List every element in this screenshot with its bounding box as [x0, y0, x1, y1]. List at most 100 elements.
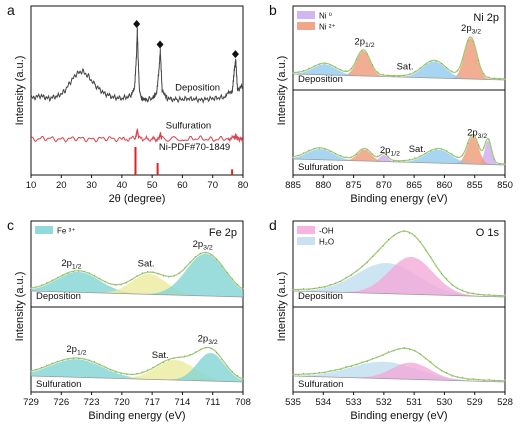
- raw-data-point: [178, 356, 180, 358]
- raw-data-point: [356, 153, 358, 155]
- raw-data-point: [115, 371, 117, 373]
- raw-data-point: [99, 363, 101, 365]
- raw-data-point: [88, 272, 90, 274]
- raw-data-point: [173, 357, 175, 360]
- raw-data-point: [382, 73, 384, 75]
- raw-data-point: [387, 238, 389, 240]
- raw-data-point: [424, 249, 427, 251]
- x-tick-label: 528: [497, 397, 513, 408]
- raw-data-point: [477, 293, 480, 295]
- raw-data-point: [499, 163, 501, 165]
- x-tick-label: 50: [147, 180, 158, 191]
- plot-frame-a: [30, 5, 244, 176]
- raw-data-point: [35, 286, 37, 288]
- raw-data-point: [125, 373, 127, 376]
- series-label-deposition: Deposition: [175, 82, 220, 93]
- raw-data-point: [157, 364, 159, 366]
- x-tick-label: 875: [346, 180, 362, 191]
- x-tick-label: 880: [315, 180, 331, 191]
- raw-data-point: [162, 275, 165, 277]
- raw-data-point: [120, 373, 122, 375]
- raw-data-point: [488, 378, 490, 380]
- raw-data-point: [56, 360, 59, 362]
- raw-data-point: [152, 271, 154, 273]
- y-axis-label: Intensity (a.u.): [276, 272, 288, 342]
- raw-data-point: [184, 267, 186, 269]
- raw-data-point: [78, 358, 80, 360]
- subpanel-sulfuration: 2p1/2 2p3/2 Sat. Sulfuration: [30, 334, 244, 390]
- x-tick-label: 60: [177, 180, 188, 191]
- raw-data-point: [382, 245, 384, 247]
- raw-data-point: [446, 278, 448, 280]
- raw-data-point: [51, 362, 53, 364]
- raw-data-point: [35, 369, 37, 371]
- raw-data-point: [477, 144, 480, 146]
- background-line: [292, 73, 506, 81]
- component-peak: [293, 362, 505, 382]
- raw-data-point: [297, 71, 299, 73]
- raw-data-point: [329, 284, 331, 286]
- raw-data-point: [104, 280, 106, 283]
- raw-data-point: [226, 365, 228, 367]
- raw-data-point: [313, 65, 315, 67]
- raw-data-point: [424, 358, 427, 360]
- subpanel-sulfuration: 2p1/2 2p3/2 Sat. Sulfuration: [292, 128, 506, 173]
- raw-data-point: [308, 289, 310, 291]
- component-peak: [293, 256, 505, 297]
- x-tick-label: 535: [285, 397, 301, 408]
- raw-data-point: [356, 363, 358, 365]
- fit-envelope: [293, 36, 505, 80]
- series-line-deposition: [30, 27, 244, 104]
- raw-data-point: [430, 150, 432, 152]
- background-line: [292, 158, 506, 166]
- raw-data-point: [109, 369, 112, 371]
- raw-data-point: [78, 270, 80, 272]
- raw-data-point: [67, 358, 69, 360]
- component-peak: [31, 353, 243, 382]
- pdf-reference-label: Ni-PDF#70-1849: [159, 142, 230, 153]
- raw-data-point: [456, 156, 458, 158]
- raw-data-point: [318, 147, 321, 149]
- x-tick-label: 720: [114, 397, 130, 408]
- y-axis-label: Intensity (a.u.): [14, 272, 26, 342]
- raw-data-point: [221, 265, 223, 267]
- x-tick-label: 70: [207, 180, 218, 191]
- raw-data-point: [398, 160, 400, 162]
- x-tick-label: 850: [497, 180, 513, 191]
- raw-data-point: [462, 58, 464, 60]
- raw-data-point: [477, 379, 480, 381]
- x-tick-label: 865: [406, 180, 422, 191]
- raw-data-point: [414, 70, 416, 72]
- legend-swatch: [297, 237, 315, 245]
- raw-data-point: [488, 138, 490, 140]
- raw-data-point: [350, 156, 352, 158]
- condition-label: Sulfuration: [36, 379, 81, 390]
- peak-marker-diamond: [231, 50, 239, 59]
- raw-data-point: [292, 373, 294, 376]
- raw-data-point: [350, 274, 352, 276]
- raw-data-point: [371, 255, 374, 257]
- raw-data-point: [409, 159, 411, 161]
- raw-data-point: [403, 229, 405, 232]
- peak-annotation: Sat.: [397, 61, 414, 72]
- x-tick-label: 20: [56, 180, 67, 191]
- x-tick-label: 530: [436, 397, 452, 408]
- raw-data-point: [440, 370, 442, 372]
- component-peak: [31, 253, 243, 297]
- raw-data-point: [136, 275, 138, 277]
- raw-data-point: [371, 64, 374, 66]
- peak-annotation: 2p1/2: [380, 145, 400, 158]
- panel-title: O 1s: [476, 227, 500, 239]
- raw-data-point: [446, 371, 448, 373]
- raw-data-point: [329, 150, 331, 152]
- raw-data-point: [345, 276, 347, 278]
- raw-data-point: [189, 353, 191, 355]
- raw-data-point: [409, 232, 411, 234]
- raw-data-point: [215, 352, 218, 354]
- raw-data-point: [303, 69, 305, 72]
- raw-data-point: [430, 256, 432, 258]
- raw-data-point: [345, 70, 347, 72]
- raw-data-point: [504, 79, 506, 81]
- raw-data-point: [178, 272, 180, 274]
- raw-data-point: [226, 272, 228, 274]
